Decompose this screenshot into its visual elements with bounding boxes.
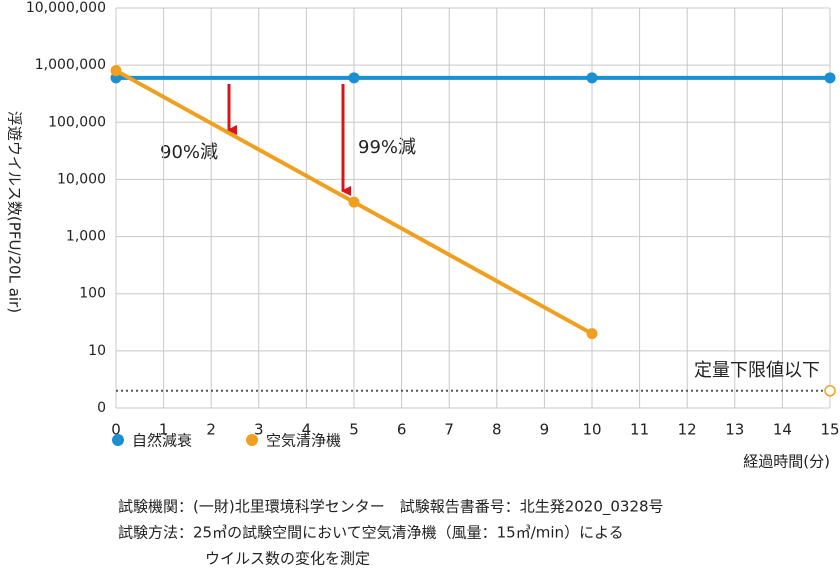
data-point [110,65,122,77]
x-tick-label: 1 [159,421,169,439]
y-tick-label: 1,000 [66,229,106,245]
note: 試験方法：25㎥の試験空間において空気清浄機（風量：15㎥/min）による [118,524,624,542]
data-point [586,328,598,340]
legend-marker [246,434,258,446]
y-axis-label: 浮遊ウイルス数(PFU/20L air) [6,111,24,313]
note: 試験機関：(一財)北里環境科学センター 試験報告書番号：北生発2020_0328… [118,498,664,517]
annotation: 90%減 [160,142,218,163]
x-axis-label: 経過時間(分) [743,453,830,471]
x-tick-label: 6 [397,421,407,439]
x-tick-label: 0 [111,421,121,439]
y-tick-label: 100 [79,286,106,302]
x-tick-label: 4 [302,421,312,439]
y-tick-label: 100,000 [48,114,106,130]
x-tick-label: 13 [725,421,744,439]
data-point [586,72,598,84]
data-point [348,72,360,84]
x-tick-label: 15 [820,421,839,439]
legend-label: 自然減衰 [132,432,192,450]
data-point [824,72,836,84]
detection-point [824,385,836,397]
y-tick-label: 1,000,000 [35,57,106,73]
x-tick-label: 7 [444,421,454,439]
y-tick-label: 0 [97,400,106,416]
x-tick-label: 8 [492,421,502,439]
data-point [348,196,360,208]
x-tick-label: 11 [630,421,649,439]
y-tick-label: 10,000 [57,171,106,187]
note: ウイルス数の変化を測定 [205,550,370,568]
legend-marker [112,434,124,446]
annotation: 99%減 [358,137,416,158]
y-tick-label: 10 [88,343,106,359]
y-tick-label: 10,000,000 [26,0,106,16]
x-tick-label: 5 [349,421,359,439]
legend-label: 空気清浄機 [266,432,341,450]
x-tick-label: 12 [678,421,697,439]
x-tick-label: 10 [582,421,601,439]
x-tick-label: 14 [773,421,792,439]
x-tick-label: 3 [254,421,264,439]
x-tick-label: 9 [540,421,550,439]
detection-limit-label: 定量下限値以下 [694,360,820,381]
x-tick-label: 2 [206,421,216,439]
